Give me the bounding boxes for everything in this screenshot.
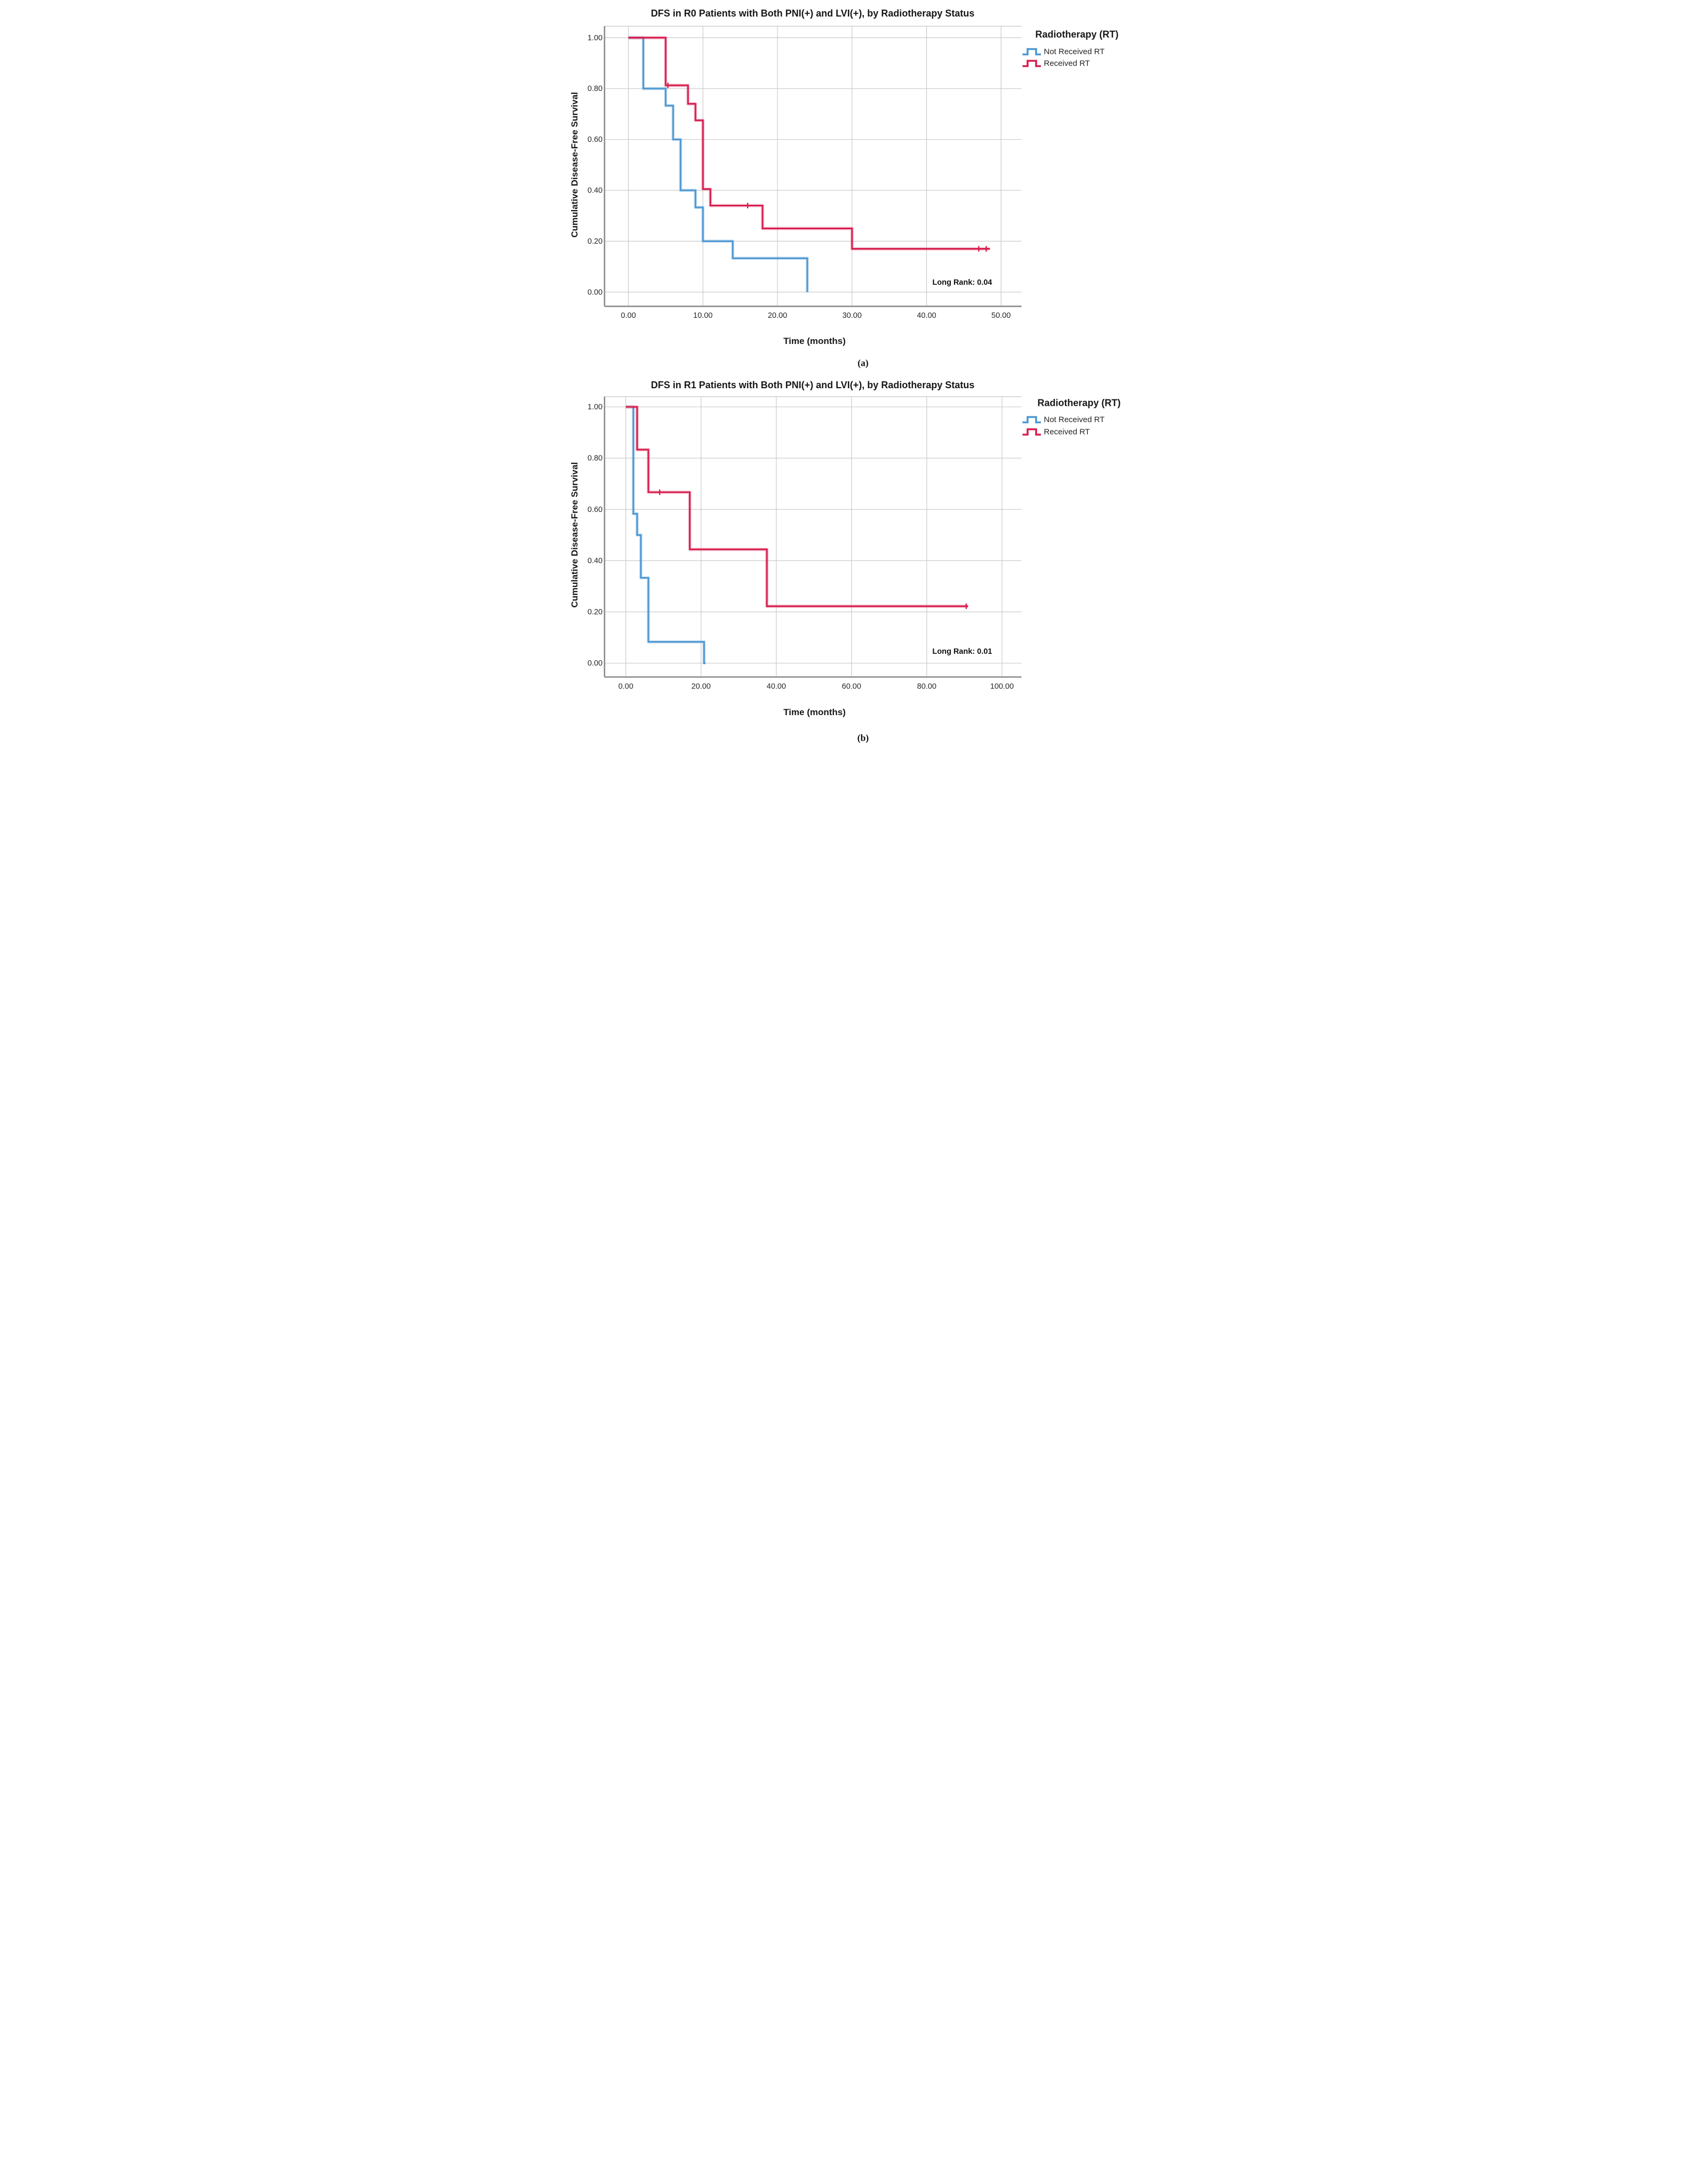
km-plot-b: 0.00 20.00 40.00 60.00 80.00 100.00 1.00 0.80 0.… xyxy=(587,396,1022,691)
chart-a-y-axis-title: Cumulative Disease-Free Survival xyxy=(569,92,580,238)
chart-a-logrank-annotation: Long Rank: 0.04 xyxy=(932,278,992,287)
series-received-rt xyxy=(628,36,990,252)
tick-labels: 0.00 10.00 20.00 30.00 40.00 50.00 1.00 0.80 0.6… xyxy=(587,34,1011,320)
x-tick-label: 40.00 xyxy=(766,683,785,691)
chart-b-y-axis-title: Cumulative Disease-Free Survival xyxy=(569,462,580,608)
km-plot-a: 0.00 10.00 20.00 30.00 40.00 50.00 1.00 0.80 0.6… xyxy=(587,26,1022,320)
km-plots-canvas: 0.00 10.00 20.00 30.00 40.00 50.00 1.00 0.80 0.6… xyxy=(587,26,1022,691)
chart-a-title: DFS in R0 Patients with Both PNI(+) and … xyxy=(651,8,975,19)
chart-a-legend-item-received: Received RT xyxy=(1022,59,1090,68)
y-tick-label: 0.20 xyxy=(587,608,602,616)
legend-label: Not Received RT xyxy=(1044,415,1105,424)
series-not-received-rt xyxy=(628,36,809,292)
y-tick-label: 0.00 xyxy=(587,659,602,668)
y-tick-label: 0.20 xyxy=(587,237,602,246)
chart-a-legend-item-not-received: Not Received RT xyxy=(1022,47,1105,57)
x-tick-label: 20.00 xyxy=(691,683,710,691)
figure-page: 0.00 10.00 20.00 30.00 40.00 50.00 1.00 0.80 0.6… xyxy=(560,0,1148,746)
step-line-swatch-blue-icon xyxy=(1022,48,1041,55)
chart-b-legend-item-received: Received RT xyxy=(1022,428,1090,437)
chart-b-legend-title: Radiotherapy (RT) xyxy=(1037,397,1121,408)
x-tick-label: 50.00 xyxy=(991,311,1011,320)
chart-a-x-axis-title: Time (months) xyxy=(783,336,846,346)
tick-labels: 0.00 20.00 40.00 60.00 80.00 100.00 1.00 0.80 0.… xyxy=(587,403,1013,691)
y-tick-label: 0.40 xyxy=(587,187,602,195)
x-tick-label: 20.00 xyxy=(767,311,787,320)
y-tick-label: 1.00 xyxy=(587,403,602,412)
caption-b: (b) xyxy=(857,732,869,743)
x-tick-label: 0.00 xyxy=(621,311,636,320)
y-tick-label: 1.00 xyxy=(587,34,602,42)
x-tick-label: 0.00 xyxy=(618,683,633,691)
x-tick-label: 60.00 xyxy=(841,683,861,691)
y-tick-label: 0.60 xyxy=(587,506,602,514)
legend-label: Received RT xyxy=(1044,427,1090,437)
series-not-received-rt xyxy=(626,405,706,665)
step-line-swatch-red-icon xyxy=(1022,60,1041,67)
x-tick-label: 40.00 xyxy=(917,311,936,320)
legend-label: Received RT xyxy=(1044,59,1090,68)
y-tick-label: 0.00 xyxy=(587,288,602,297)
y-tick-label: 0.60 xyxy=(587,135,602,144)
y-tick-label: 0.80 xyxy=(587,85,602,93)
chart-b-logrank-annotation: Long Rank: 0.01 xyxy=(932,647,992,656)
x-tick-label: 10.00 xyxy=(693,311,712,320)
x-tick-label: 100.00 xyxy=(990,683,1013,691)
gridlines xyxy=(604,396,1022,677)
x-tick-label: 80.00 xyxy=(917,683,936,691)
series-received-rt xyxy=(626,405,968,609)
chart-b-legend-item-not-received: Not Received RT xyxy=(1022,415,1105,424)
legend-label: Not Received RT xyxy=(1044,47,1105,57)
step-line-swatch-red-icon xyxy=(1022,428,1041,436)
y-tick-label: 0.80 xyxy=(587,454,602,463)
caption-a: (a) xyxy=(857,357,869,368)
chart-b-title: DFS in R1 Patients with Both PNI(+) and … xyxy=(651,380,975,390)
chart-b-x-axis-title: Time (months) xyxy=(783,707,846,717)
step-line-swatch-blue-icon xyxy=(1022,416,1041,423)
x-tick-label: 30.00 xyxy=(842,311,861,320)
y-tick-label: 0.40 xyxy=(587,557,602,565)
chart-a-legend-title: Radiotherapy (RT) xyxy=(1035,29,1119,40)
